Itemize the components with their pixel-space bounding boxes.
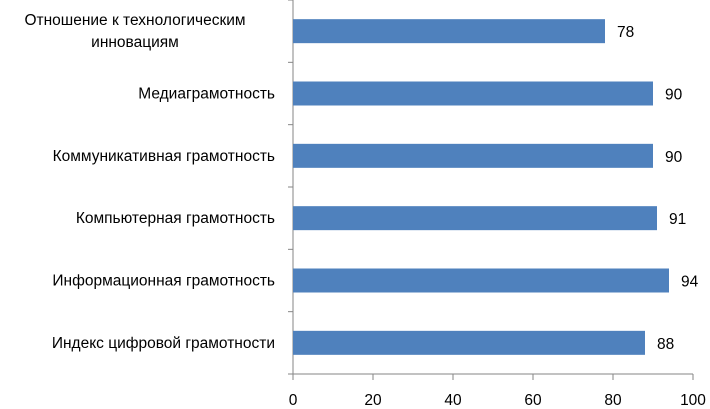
axes: [288, 0, 694, 380]
data-label: 90: [665, 87, 683, 104]
bar: [293, 143, 653, 168]
bar: [293, 330, 645, 355]
x-tick-label: 40: [444, 392, 462, 409]
x-tick-label: 20: [364, 392, 382, 409]
category-label: Информационная грамотность: [52, 273, 275, 290]
bar: [293, 268, 669, 293]
category-label: Индекс цифровой грамотности: [52, 335, 275, 352]
data-labels: 88 94 91 90 90 78: [617, 24, 699, 353]
x-tick-label: 100: [680, 392, 706, 409]
bar: [293, 206, 657, 231]
x-tick-labels: 0 20 40 60 80 100: [289, 392, 707, 409]
x-tick-label: 0: [289, 392, 298, 409]
bar: [293, 81, 653, 106]
x-tick-label: 80: [604, 392, 622, 409]
bars: [293, 19, 669, 355]
data-label: 94: [681, 274, 699, 291]
data-label: 90: [665, 149, 683, 166]
bar: [293, 19, 605, 44]
category-label: Коммуникативная грамотность: [53, 148, 275, 165]
x-tick-label: 60: [524, 392, 542, 409]
category-label: Медиаграмотность: [138, 86, 275, 103]
data-label: 88: [657, 336, 674, 353]
data-label: 78: [617, 24, 634, 41]
category-label: Отношение к технологическим инновациям: [24, 12, 245, 51]
data-label: 91: [669, 211, 686, 228]
category-label: Компьютерная грамотность: [76, 210, 275, 227]
category-labels: Индекс цифровой грамотности Информационна…: [24, 12, 275, 352]
